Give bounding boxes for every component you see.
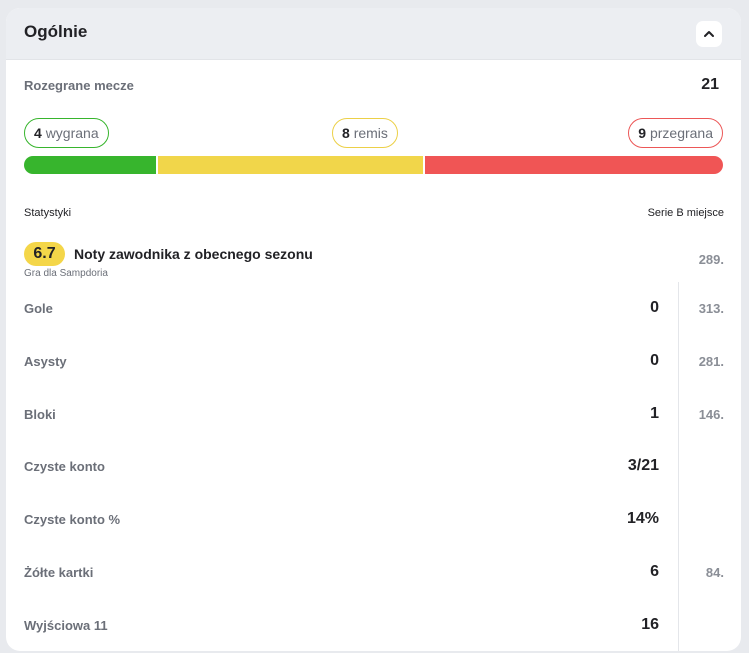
- stat-rank: 84.: [705, 565, 724, 580]
- stat-row-assists: Asysty 0 281.: [6, 351, 741, 379]
- collapse-button[interactable]: [696, 21, 722, 47]
- stat-label: Bloki: [24, 407, 56, 422]
- stat-value: 6: [650, 563, 659, 580]
- stat-row-clean-sheets: Czyste konto 3/21: [6, 456, 741, 484]
- stat-label: Wyjściowa 11: [24, 618, 108, 633]
- stat-label: Asysty: [24, 354, 67, 369]
- stat-label: Czyste konto: [24, 459, 105, 474]
- wins-segment: [24, 156, 157, 174]
- draws-pill: 8 remis: [332, 118, 398, 148]
- stat-rank: 281.: [698, 354, 724, 369]
- chevron-up-icon: [704, 31, 714, 37]
- losses-label: przegrana: [649, 125, 713, 141]
- stat-value: 0: [650, 352, 659, 369]
- stat-value: 16: [641, 616, 659, 633]
- losses-count: 9: [638, 125, 647, 141]
- draws-count: 8: [342, 125, 350, 141]
- stat-row-starting-eleven: Wyjściowa 11 16: [6, 615, 741, 643]
- stat-value: 3/21: [627, 457, 659, 474]
- card-title: Ogólnie: [24, 22, 88, 41]
- wins-label: wygrana: [45, 125, 99, 141]
- stat-rank: 313.: [698, 301, 724, 316]
- draws-segment: [156, 156, 423, 174]
- matches-played-label: Rozegrane mecze: [24, 78, 134, 93]
- stat-value: 1: [650, 405, 659, 422]
- card-header: Ogólnie: [6, 8, 741, 60]
- stat-value: 0: [650, 299, 659, 316]
- stat-row-yellow-cards: Żółte kartki 6 84.: [6, 562, 741, 590]
- stats-column-header: Statystyki: [24, 207, 72, 219]
- stat-label: Gole: [24, 301, 53, 316]
- results-bar: [24, 156, 723, 174]
- stat-row-clean-sheets-pct: Czyste konto % 14%: [6, 509, 741, 537]
- wins-pill: 4 wygrana: [24, 118, 109, 148]
- rating-title: Noty zawodnika z obecnego sezonu: [74, 246, 313, 262]
- stat-label: Żółte kartki: [24, 565, 94, 580]
- stat-row-blocks: Bloki 1 146.: [6, 404, 741, 432]
- rating-rank: 289.: [698, 252, 724, 267]
- losses-pill: 9 przegrana: [628, 118, 723, 148]
- matches-played-value: 21: [701, 76, 719, 93]
- losses-segment: [422, 156, 723, 174]
- rating-subtitle: Gra dla Sampdoria: [24, 268, 108, 279]
- overview-card: Ogólnie Rozegrane mecze 21 4 wygrana 8 r…: [6, 8, 741, 651]
- matches-played-row: Rozegrane mecze 21: [24, 76, 719, 98]
- rank-column-header: Serie B miejsce: [647, 207, 724, 219]
- draws-label: remis: [353, 125, 388, 141]
- stat-value: 14%: [626, 510, 659, 527]
- wins-count: 4: [34, 125, 42, 141]
- column-divider: [678, 282, 679, 651]
- stat-label: Czyste konto %: [24, 512, 121, 527]
- rating-badge: 6.7: [24, 242, 65, 266]
- stat-rank: 146.: [698, 407, 724, 422]
- stat-row-goals: Gole 0 313.: [6, 298, 741, 326]
